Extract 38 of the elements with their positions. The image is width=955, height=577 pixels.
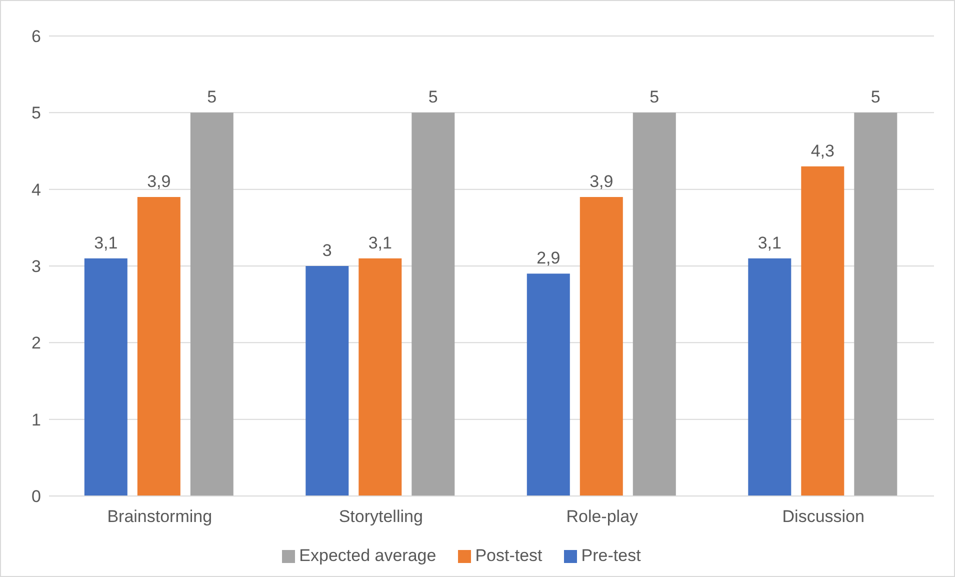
bar [748, 258, 792, 496]
bar [632, 112, 676, 496]
data-label: 3,9 [590, 172, 614, 191]
bar [306, 266, 349, 496]
data-label: 5 [870, 88, 880, 107]
bar [801, 166, 844, 496]
x-tick-label: Brainstorming [107, 507, 212, 526]
y-tick-label: 5 [32, 104, 41, 123]
data-label: 3,1 [758, 233, 782, 252]
data-label: 3 [322, 241, 332, 260]
data-label: 3,1 [94, 233, 118, 252]
y-tick-label: 2 [32, 334, 41, 353]
bar [358, 258, 402, 496]
y-tick-label: 3 [32, 257, 41, 276]
y-tick-label: 1 [32, 410, 41, 430]
bar [854, 112, 898, 496]
x-tick-label: Role-play [566, 507, 639, 526]
bar [580, 197, 623, 496]
bar [526, 274, 570, 496]
data-label: 5 [650, 88, 660, 107]
bar [137, 197, 180, 496]
data-label: 4,3 [810, 141, 834, 160]
bar [190, 112, 234, 496]
y-tick-label: 0 [32, 487, 41, 506]
bar [84, 258, 128, 496]
legend-label: Post-test [475, 546, 542, 565]
y-tick-label: 4 [32, 180, 41, 200]
data-label: 5 [207, 88, 217, 107]
y-tick-label: 6 [32, 27, 41, 46]
data-label: 2,9 [536, 248, 560, 268]
data-label: 3,9 [147, 172, 171, 191]
x-tick-label: Discussion [782, 507, 864, 526]
legend-label: Pre-test [581, 546, 641, 565]
x-tick-label: Storytelling [338, 507, 423, 526]
data-label: 3,1 [368, 233, 392, 252]
bar [412, 112, 455, 496]
data-label: 5 [428, 88, 438, 107]
legend-label: Expected average [299, 546, 436, 565]
